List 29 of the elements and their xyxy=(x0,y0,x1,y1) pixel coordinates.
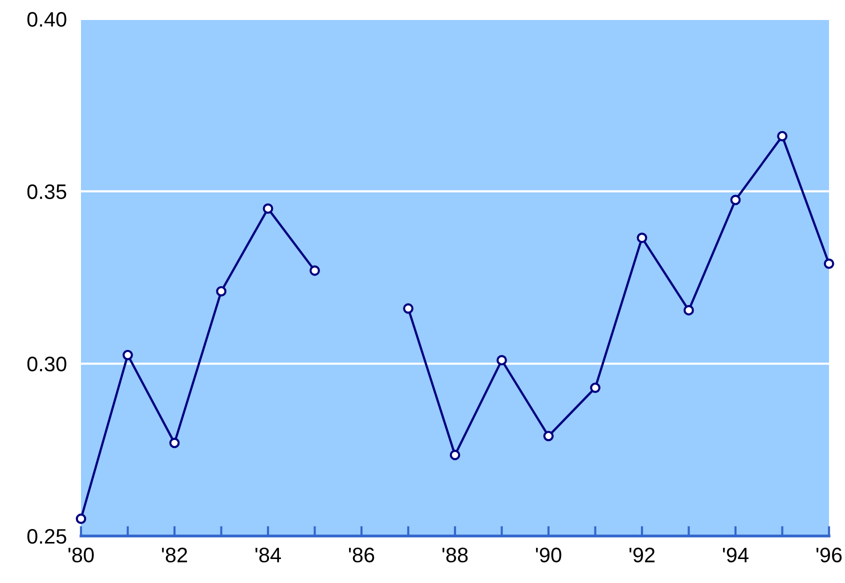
y-tick-label: 0.25 xyxy=(27,529,66,544)
point xyxy=(543,430,554,442)
point xyxy=(403,303,414,314)
point xyxy=(636,232,648,244)
point xyxy=(450,450,460,460)
point xyxy=(496,355,507,366)
point xyxy=(310,265,320,276)
point xyxy=(590,382,600,394)
point xyxy=(216,286,226,296)
point xyxy=(122,350,133,360)
x-tick-label: '88 xyxy=(442,548,468,562)
x-tick-label: '92 xyxy=(629,548,655,562)
y-tick-label: 0.35 xyxy=(27,184,66,200)
point xyxy=(730,194,741,206)
x-tick-label: '90 xyxy=(536,548,562,562)
x-tick-label: '82 xyxy=(162,548,188,562)
x-tick-label: '96 xyxy=(816,548,842,562)
point xyxy=(824,258,834,269)
y-tick-label: 0.30 xyxy=(27,356,66,372)
x-tick-label: '80 xyxy=(68,548,94,562)
x-tick-label: '94 xyxy=(722,548,748,562)
point xyxy=(777,130,788,142)
point xyxy=(169,438,180,448)
x-tick-label: '86 xyxy=(348,548,374,562)
y-tick-label: 0.40 xyxy=(27,12,66,27)
point xyxy=(684,305,694,316)
point xyxy=(76,514,86,524)
point xyxy=(262,203,274,214)
x-tick-label: '84 xyxy=(255,548,281,562)
